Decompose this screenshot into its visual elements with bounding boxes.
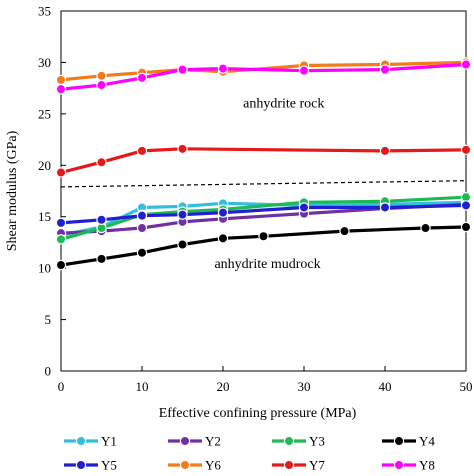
y-tick-label: 15 bbox=[38, 209, 51, 224]
y-tick-label: 30 bbox=[38, 55, 51, 70]
data-point-y4 bbox=[258, 231, 269, 242]
data-point-y8 bbox=[379, 64, 391, 75]
data-point-y8 bbox=[177, 64, 188, 75]
legend-swatch-marker bbox=[283, 459, 295, 471]
y-tick-label: 10 bbox=[38, 261, 51, 276]
annotation-label: anhydrite rock bbox=[243, 97, 324, 112]
data-point-y5 bbox=[55, 217, 67, 229]
y-tick-label: 25 bbox=[38, 106, 51, 121]
data-point-y7 bbox=[177, 143, 188, 155]
y-tick-label: 5 bbox=[45, 312, 52, 327]
legend-label: Y4 bbox=[419, 434, 435, 449]
series-line-y2 bbox=[59, 202, 468, 235]
data-point-y4 bbox=[217, 233, 229, 244]
series-line-y5 bbox=[59, 203, 468, 225]
series-line-y3 bbox=[59, 195, 468, 241]
data-point-y4 bbox=[460, 221, 472, 233]
data-point-y7 bbox=[96, 156, 107, 168]
data-point-y4 bbox=[96, 253, 107, 265]
legend-label: Y6 bbox=[205, 458, 221, 473]
data-point-y7 bbox=[379, 145, 391, 157]
data-point-y4 bbox=[136, 247, 148, 258]
legend-swatch-marker bbox=[393, 459, 405, 471]
legend-swatch-marker bbox=[283, 435, 295, 447]
data-point-y5 bbox=[136, 210, 148, 221]
x-tick-label: 30 bbox=[298, 379, 311, 394]
legend-swatch-marker bbox=[393, 435, 405, 447]
series-line-y7 bbox=[59, 147, 468, 175]
data-point-y6 bbox=[96, 70, 107, 82]
data-point-y4 bbox=[177, 239, 188, 250]
data-point-y8 bbox=[55, 83, 67, 95]
data-point-y5 bbox=[217, 207, 229, 218]
data-point-y8 bbox=[460, 59, 472, 70]
data-point-y5 bbox=[177, 209, 188, 220]
plot-frame bbox=[60, 10, 467, 372]
legend-swatch-marker bbox=[179, 435, 191, 447]
data-point-y4 bbox=[420, 222, 431, 234]
legend-swatch-marker bbox=[75, 459, 87, 471]
data-point-y7 bbox=[55, 167, 67, 178]
reference-dashed-line bbox=[60, 180, 467, 188]
legend-label: Y7 bbox=[309, 458, 325, 473]
x-axis-title: Effective confining pressure (MPa) bbox=[159, 406, 357, 421]
data-point-y4 bbox=[55, 259, 67, 271]
x-tick-label: 40 bbox=[379, 379, 392, 394]
legend-label: Y3 bbox=[309, 434, 325, 449]
x-tick-label: 0 bbox=[58, 379, 65, 394]
legend-label: Y1 bbox=[101, 434, 117, 449]
data-point-y7 bbox=[460, 144, 472, 156]
data-point-y6 bbox=[55, 74, 67, 86]
series-line-y1 bbox=[59, 200, 468, 237]
legend-label: Y5 bbox=[101, 458, 117, 473]
annotation-label: anhydrite mudrock bbox=[214, 257, 320, 272]
data-point-y5 bbox=[460, 200, 472, 211]
y-axis-title: Shear modulus (GPa) bbox=[5, 130, 20, 251]
data-point-y7 bbox=[136, 145, 148, 157]
plot-area: 0 5 10 15 20 25 30 35 0 10 20 30 40 50 Effective confi… bbox=[5, 4, 473, 422]
data-point-y8 bbox=[217, 63, 229, 74]
data-point-y8 bbox=[136, 72, 148, 84]
data-point-y8 bbox=[96, 79, 107, 91]
data-point-y5 bbox=[379, 202, 391, 213]
data-point-y2 bbox=[136, 222, 148, 234]
y-tick-label: 20 bbox=[38, 158, 51, 173]
x-tick-label: 20 bbox=[217, 379, 230, 394]
x-tick-label: 50 bbox=[460, 379, 473, 394]
data-point-y5 bbox=[96, 214, 107, 225]
series-line-y8 bbox=[59, 62, 468, 91]
x-tick-label: 10 bbox=[136, 379, 149, 394]
legend-label: Y8 bbox=[419, 458, 435, 473]
data-point-y8 bbox=[298, 65, 310, 76]
data-point-y3 bbox=[55, 234, 67, 245]
legend: Y1 Y2 Y3 Y4 Y5 Y6 Y7 Y8 bbox=[64, 434, 435, 473]
y-tick-label: 35 bbox=[38, 4, 51, 19]
legend-label: Y2 bbox=[205, 434, 221, 449]
legend-swatch-marker bbox=[179, 459, 191, 471]
legend-swatch-marker bbox=[75, 435, 87, 447]
data-point-y5 bbox=[298, 202, 310, 213]
y-tick-label: 0 bbox=[45, 364, 52, 379]
data-point-y4 bbox=[339, 225, 350, 237]
